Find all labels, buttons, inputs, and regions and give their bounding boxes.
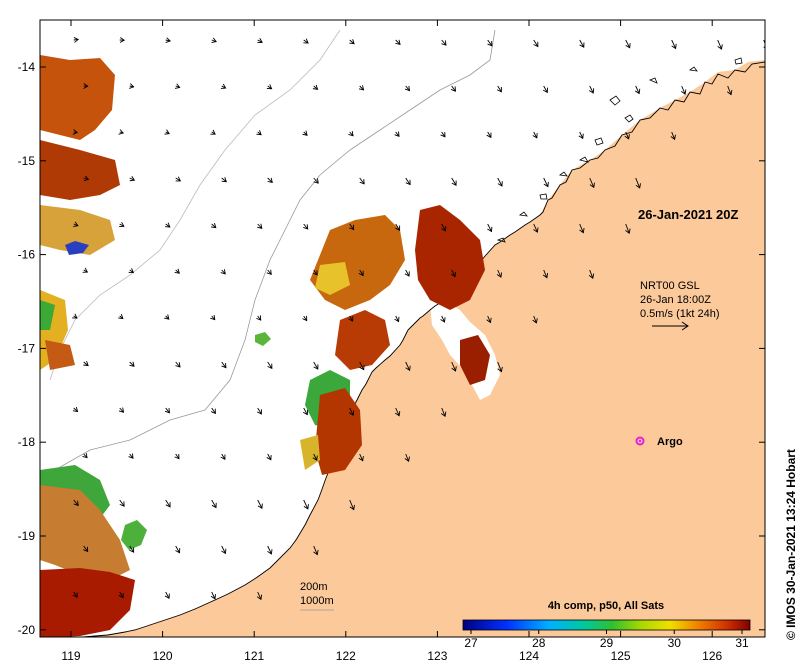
credit-text: © IMOS 30-Jan-2021 13:24 Hobart: [784, 449, 798, 640]
lon-label-126: 126: [702, 649, 722, 663]
lon-label-120: 120: [153, 649, 173, 663]
colorbar-tick-28: 28: [532, 636, 546, 650]
lon-label-121: 121: [244, 649, 264, 663]
longitude-labels: 119 120 121 122 123 124 125 126: [61, 649, 722, 663]
lon-label-122: 122: [336, 649, 356, 663]
lon-label-125: 125: [611, 649, 631, 663]
latitude-labels: -14 -15 -16 -17 -18 -19 -20: [18, 60, 36, 637]
argo-marker: [635, 436, 645, 446]
colorbar-title: 4h comp, p50, All Sats: [548, 600, 664, 612]
date-label: 26-Jan-2021 20Z: [638, 207, 739, 222]
lon-label-119: 119: [61, 649, 80, 663]
axis-ticks: [40, 20, 765, 637]
current-source-label: NRT00 GSL: [640, 280, 700, 292]
lat-label--14: -14: [18, 60, 36, 74]
lat-label--19: -19: [18, 529, 36, 543]
land-mass: [81, 60, 765, 637]
current-scale-label: 0.5m/s (1kt 24h): [640, 308, 719, 320]
isobath-200m-label: 200m: [300, 581, 328, 593]
current-time-label: 26-Jan 18:00Z: [640, 294, 711, 306]
colorbar-tick-31: 31: [735, 636, 749, 650]
lon-label-123: 123: [427, 649, 447, 663]
lat-label--20: -20: [18, 623, 36, 637]
isobath-1000m-label: 1000m: [300, 595, 334, 607]
current-scale-arrow: [652, 321, 689, 331]
isobath-1000m: [49, 29, 341, 381]
colorbar-tick-29: 29: [600, 636, 614, 650]
lon-label-124: 124: [519, 649, 539, 663]
map-frame: [39, 19, 766, 638]
isobath-200m: [54, 29, 496, 471]
lat-label--16: -16: [18, 248, 36, 262]
lat-label--18: -18: [18, 435, 36, 449]
lat-label--17: -17: [18, 341, 36, 355]
lat-label--15: -15: [18, 154, 36, 168]
colorbar-gradient: [462, 619, 751, 631]
colorbar-tick-30: 30: [668, 636, 682, 650]
argo-label: Argo: [657, 436, 683, 448]
colorbar: 4h comp, p50, All Sats 27 28 29 30 31: [462, 600, 751, 650]
credit-banner: © IMOS 30-Jan-2021 13:24 Hobart: [784, 449, 798, 640]
sst-patches: [40, 55, 490, 637]
colorbar-tick-27: 27: [464, 636, 478, 650]
current-arrows: [72, 37, 765, 601]
